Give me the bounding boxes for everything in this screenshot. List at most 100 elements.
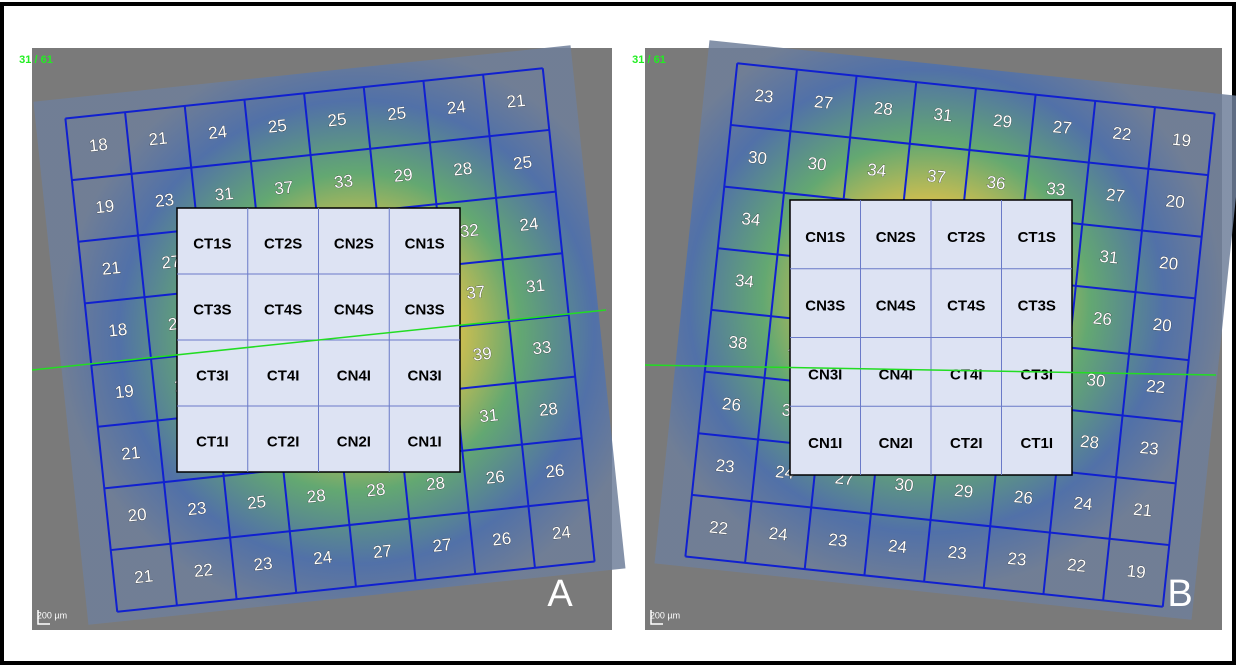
thickness-value: 21 <box>133 566 154 587</box>
grid-line <box>482 74 536 568</box>
sector-label: CN3I <box>408 367 442 384</box>
sector-label: CN4S <box>876 298 916 315</box>
thickness-value: 27 <box>1052 117 1073 138</box>
sector-label: CT3S <box>1018 298 1056 315</box>
thickness-value: 34 <box>734 271 755 292</box>
sector-label: CT4S <box>947 298 985 315</box>
thickness-value: 22 <box>193 560 214 581</box>
thickness-value: 19 <box>1171 130 1192 151</box>
sector-label: CT1S <box>193 235 231 252</box>
grid-line <box>1102 107 1156 601</box>
thickness-value: 21 <box>1132 500 1153 521</box>
sector-label: CT3S <box>193 301 231 318</box>
sector-label: CN2S <box>876 229 916 246</box>
sector-label: CN3S <box>405 301 445 318</box>
thickness-value: 24 <box>1073 493 1094 514</box>
panel-label: A <box>547 573 573 615</box>
thickness-value: 29 <box>393 165 414 186</box>
grid-line <box>65 67 543 120</box>
image-counter: 31 / 61 <box>19 54 53 66</box>
thickness-value: 24 <box>768 524 789 545</box>
grid: 18 21 24 25 25 25 24 21 19 23 31 37 33 29 28 25 21 27 32 24… <box>33 45 626 625</box>
thickness-value: 36 <box>986 173 1007 194</box>
thickness-value: 28 <box>873 98 894 119</box>
thickness-value: 25 <box>327 110 348 131</box>
sector-label: CT4S <box>264 301 302 318</box>
sector-label: CN1S <box>805 229 845 246</box>
thickness-value: 28 <box>1079 432 1100 453</box>
thickness-value: 28 <box>306 486 327 507</box>
thickness-value: 20 <box>1158 253 1179 274</box>
thickness-value: 30 <box>1086 370 1107 391</box>
thickness-value: 23 <box>253 554 274 575</box>
thickness-value: 32 <box>459 220 480 241</box>
sector-label: CT1S <box>1018 229 1056 246</box>
thickness-value: 22 <box>1066 555 1087 576</box>
thickness-value: 26 <box>485 467 506 488</box>
sector-label: CN4S <box>334 301 374 318</box>
thickness-value: 31 <box>214 184 235 205</box>
image-counter: 31 / 61 <box>632 54 666 66</box>
sector-label: CT1I <box>196 433 229 450</box>
thickness-value: 23 <box>1007 549 1028 570</box>
grid-line <box>110 498 589 552</box>
thickness-value: 23 <box>187 498 208 519</box>
sector-label: CN2I <box>879 435 913 452</box>
thickness-value: 33 <box>333 171 354 192</box>
thickness-value: 23 <box>715 456 736 477</box>
thickness-value: 34 <box>866 160 887 181</box>
sector-label: CT3I <box>196 367 229 384</box>
thickness-value: 24 <box>519 214 540 235</box>
panel-label: B <box>1167 573 1192 615</box>
sector-label: CT2I <box>950 435 983 452</box>
thickness-value: 39 <box>472 344 493 365</box>
thickness-value: 27 <box>372 541 393 562</box>
sector-label: CN4I <box>879 366 913 383</box>
sector-label: CT2S <box>947 229 985 246</box>
panel: 18 21 24 25 25 25 24 21 19 23 31 37 33 29 28 25 21 27 32 24… <box>19 45 626 630</box>
thickness-value: 37 <box>273 178 294 199</box>
thickness-value: 28 <box>452 159 473 180</box>
thickness-value: 37 <box>465 282 486 303</box>
thickness-value: 29 <box>992 111 1013 132</box>
thickness-value: 25 <box>246 492 267 513</box>
grid-line <box>685 555 1163 608</box>
thickness-value: 30 <box>807 154 828 175</box>
thickness-value: 28 <box>538 399 559 420</box>
sector-label: CN1I <box>408 433 442 450</box>
thickness-value: 24 <box>551 522 572 543</box>
thickness-value: 30 <box>747 147 768 168</box>
thickness-value: 21 <box>506 91 527 112</box>
thickness-value: 31 <box>525 276 546 297</box>
sector-label: CT1I <box>1020 435 1053 452</box>
thickness-value: 34 <box>741 209 762 230</box>
thickness-value: 19 <box>114 381 135 402</box>
thickness-value: 24 <box>446 97 467 118</box>
thickness-value: 31 <box>478 405 499 426</box>
thickness-value: 20 <box>1165 191 1186 212</box>
sector-label: CT4I <box>267 367 300 384</box>
thickness-value: 24 <box>207 122 228 143</box>
scan-arrow <box>31 309 607 371</box>
thickness-value: 26 <box>1013 487 1034 508</box>
thickness-value: 21 <box>148 128 169 149</box>
panel: 2327283129272219303034373633272034373120… <box>632 40 1236 630</box>
sector-label: CN3I <box>808 366 842 383</box>
thickness-value: 18 <box>107 320 128 341</box>
thickness-value: 23 <box>154 190 175 211</box>
thickness-value: 26 <box>545 461 566 482</box>
thickness-value: 26 <box>1092 308 1113 329</box>
thickness-value: 24 <box>887 536 908 557</box>
sector-label: CN3S <box>805 298 845 315</box>
sector-label: CT2I <box>267 433 300 450</box>
thickness-value: 22 <box>1112 123 1133 144</box>
thickness-value: 25 <box>386 103 407 124</box>
sector-label: CT3I <box>1020 366 1053 383</box>
thickness-value: 28 <box>366 480 387 501</box>
thickness-value: 28 <box>425 473 446 494</box>
thickness-value: 31 <box>1099 247 1120 268</box>
thickness-value: 19 <box>1126 561 1147 582</box>
sector-label: CN1S <box>405 235 445 252</box>
grid-line <box>117 560 595 613</box>
